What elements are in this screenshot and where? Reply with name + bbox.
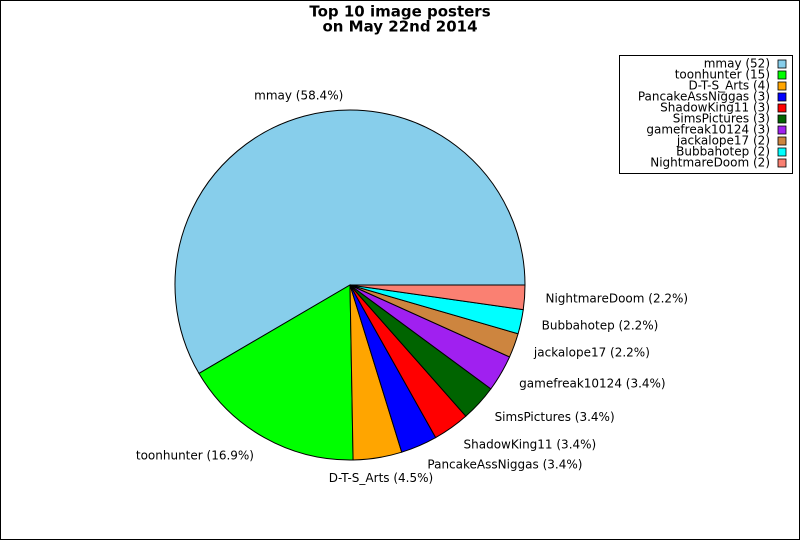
legend-label: toonhunter (15) xyxy=(675,68,770,82)
legend-swatch xyxy=(777,70,787,80)
legend-swatch xyxy=(777,114,787,124)
legend-label: NightmareDoom (2) xyxy=(650,156,770,170)
legend-swatch xyxy=(777,81,787,91)
slice-label: D-T-S_Arts (4.5%) xyxy=(329,471,433,485)
slice-label: ShadowKing11 (3.4%) xyxy=(464,437,597,451)
legend-swatch xyxy=(777,59,787,69)
slice-label: mmay (58.4%) xyxy=(254,88,343,102)
legend-label: SimsPictures (3) xyxy=(673,112,770,126)
slice-label: toonhunter (16.9%) xyxy=(136,448,254,462)
legend-swatch xyxy=(777,147,787,157)
legend-swatch xyxy=(777,125,787,135)
legend-label: mmay (52) xyxy=(704,57,770,71)
slice-label: SimsPictures (3.4%) xyxy=(495,410,615,424)
legend-label: gamefreak10124 (3) xyxy=(646,123,770,137)
legend-swatch xyxy=(777,136,787,146)
legend-box xyxy=(619,55,793,174)
slice-label: jackalope17 (2.2%) xyxy=(533,345,650,359)
pie-slice xyxy=(349,284,526,311)
legend-label: Bubbahotep (2) xyxy=(676,145,770,159)
slice-label: NightmareDoom (2.2%) xyxy=(546,291,689,305)
legend-label: ShadowKing11 (3) xyxy=(660,101,770,115)
pie-slice xyxy=(174,109,526,375)
legend-label: jackalope17 (2) xyxy=(676,134,770,148)
legend-swatch xyxy=(777,92,787,102)
legend-label: D-T-S_Arts (4) xyxy=(688,79,770,93)
pie-slice xyxy=(198,284,354,461)
slice-label: Bubbahotep (2.2%) xyxy=(542,319,659,333)
slice-label: PancakeAssNiggas (3.4%) xyxy=(427,458,582,472)
chart-title: Top 10 image posters xyxy=(309,3,490,21)
chart-title: on May 22nd 2014 xyxy=(322,18,477,36)
slice-label: gamefreak10124 (3.4%) xyxy=(519,376,665,390)
legend-label: PancakeAssNiggas (3) xyxy=(638,90,770,104)
legend-swatch xyxy=(777,158,787,168)
legend-swatch xyxy=(777,103,787,113)
